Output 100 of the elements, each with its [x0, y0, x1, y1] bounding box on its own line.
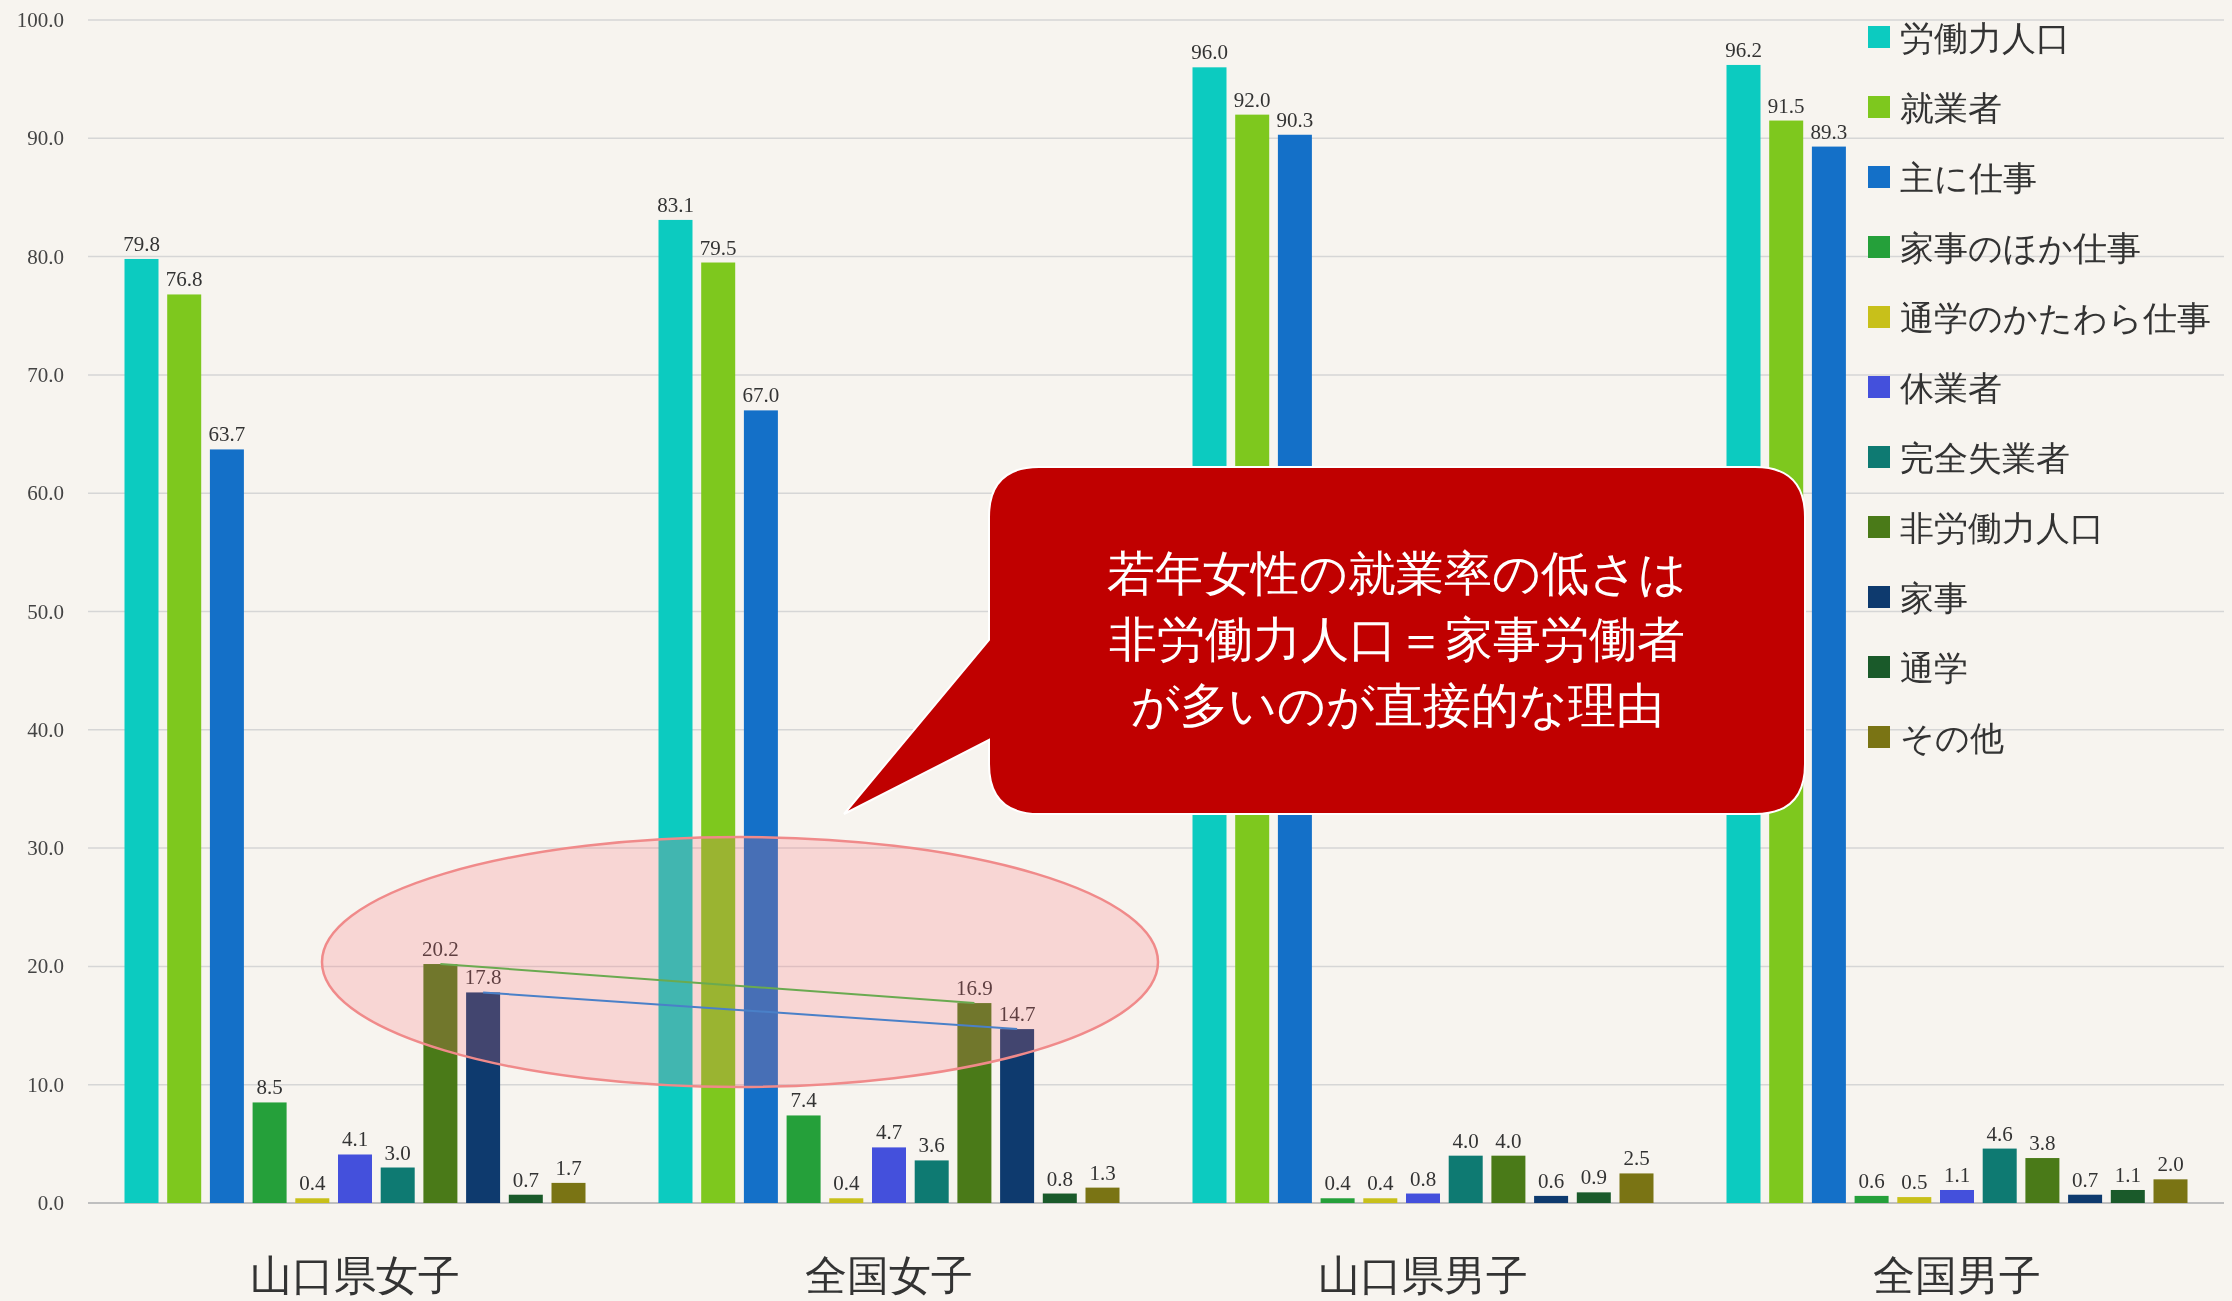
y-tick-label: 70.0 — [27, 362, 64, 387]
legend-label: 非労働力人口 — [1900, 508, 2104, 548]
bar — [1811, 146, 1846, 1203]
bar — [423, 964, 458, 1203]
legend-label: その他 — [1900, 718, 2004, 758]
data-label: 14.7 — [998, 1002, 1036, 1027]
bar — [295, 1198, 330, 1203]
bar — [209, 449, 244, 1203]
bar — [2068, 1194, 2103, 1203]
data-label: 0.4 — [833, 1171, 860, 1196]
data-label: 76.8 — [165, 267, 203, 292]
bar — [508, 1194, 543, 1203]
data-label: 20.2 — [422, 937, 459, 962]
data-label: 91.5 — [1767, 93, 1805, 118]
bar — [914, 1160, 949, 1203]
data-label: 0.7 — [2071, 1167, 2099, 1192]
data-label: 92.0 — [1233, 87, 1271, 112]
y-tick-label: 90.0 — [27, 126, 64, 151]
legend-label: 通学 — [1900, 648, 1968, 688]
bar — [1363, 1198, 1398, 1203]
legend-label: 労働力人口 — [1900, 18, 2070, 58]
bar — [2025, 1158, 2060, 1203]
data-label: 1.1 — [2114, 1162, 2141, 1187]
data-label: 1.1 — [1943, 1162, 1971, 1187]
legend-label: 休業者 — [1900, 368, 2002, 408]
bar — [786, 1115, 821, 1203]
bar — [466, 992, 501, 1203]
data-label: 16.9 — [956, 976, 993, 1001]
y-tick-label: 100.0 — [16, 8, 64, 32]
data-label: 4.6 — [1986, 1121, 2013, 1146]
data-label: 4.0 — [1452, 1128, 1479, 1153]
bar — [2110, 1189, 2145, 1203]
annotation: 非労働力人口＝家事労働者 — [1109, 611, 1685, 667]
legend-label: 完全失業者 — [1900, 438, 2070, 478]
bar — [1897, 1197, 1932, 1203]
data-label: 0.4 — [299, 1171, 326, 1196]
y-tick-label: 20.0 — [27, 954, 64, 979]
bar — [1982, 1148, 2017, 1203]
bar — [701, 262, 736, 1203]
data-label: 17.8 — [464, 965, 502, 990]
bar — [1320, 1198, 1355, 1203]
legend-label: 主に仕事 — [1900, 158, 2037, 198]
annotation: が多いのが直接的な理由 — [1130, 677, 1664, 733]
y-tick-label: 30.0 — [27, 836, 64, 861]
legend-label: 通学のかたわら仕事 — [1900, 298, 2211, 338]
bar — [1406, 1193, 1440, 1203]
data-label: 7.4 — [790, 1088, 818, 1113]
bar — [380, 1167, 415, 1203]
bar — [957, 1003, 992, 1203]
legend-label: 就業者 — [1900, 88, 2002, 128]
y-tick-label: 40.0 — [27, 717, 64, 742]
bar — [872, 1147, 906, 1203]
bar — [2153, 1179, 2188, 1203]
legend-label: 家事のほか仕事 — [1900, 228, 2141, 268]
data-label: 3.6 — [918, 1133, 945, 1158]
data-label: 0.4 — [1324, 1171, 1352, 1196]
data-label: 79.5 — [699, 235, 737, 260]
bar — [1000, 1029, 1035, 1203]
bar — [658, 219, 693, 1203]
data-label: 0.9 — [1580, 1165, 1607, 1190]
bar — [124, 258, 159, 1203]
bar — [252, 1102, 287, 1203]
bar — [551, 1182, 586, 1203]
data-label: 0.6 — [1858, 1168, 1885, 1193]
data-label: 0.8 — [1409, 1166, 1437, 1191]
bar — [338, 1154, 372, 1203]
bar — [1534, 1195, 1569, 1203]
data-label: 79.8 — [123, 231, 160, 256]
y-tick-label: 60.0 — [27, 481, 64, 506]
bar — [1448, 1155, 1483, 1203]
legend-label: 家事 — [1900, 578, 1968, 618]
bar — [1085, 1187, 1120, 1203]
data-label: 8.5 — [256, 1075, 283, 1100]
x-tick-label: 全国女子 — [805, 1251, 973, 1300]
data-label: 1.3 — [1089, 1160, 1116, 1185]
bar — [1619, 1173, 1654, 1204]
data-label: 4.1 — [341, 1127, 369, 1152]
y-tick-label: 80.0 — [27, 244, 64, 269]
data-label: 63.7 — [208, 422, 246, 447]
bar — [743, 410, 778, 1203]
y-tick-label: 10.0 — [27, 1072, 64, 1097]
data-label: 83.1 — [657, 192, 694, 217]
bar — [1854, 1195, 1889, 1203]
x-tick-label: 全国男子 — [1873, 1251, 2041, 1300]
data-label: 3.0 — [384, 1140, 411, 1165]
data-label: 4.7 — [875, 1120, 903, 1145]
data-label: 1.7 — [555, 1155, 582, 1180]
data-label: 2.0 — [2157, 1152, 2184, 1177]
data-label: 0.8 — [1046, 1166, 1073, 1191]
bar — [829, 1198, 864, 1203]
data-label: 0.6 — [1537, 1168, 1565, 1193]
callout: 若年女性の就業率の低さは 非労働力人口＝家事労働者 が多いのが直接的な理由 — [843, 466, 1806, 815]
data-label: 0.5 — [1901, 1170, 1928, 1195]
x-tick-label: 山口県女子 — [250, 1251, 460, 1300]
y-tick-label: 50.0 — [27, 599, 64, 624]
bar — [167, 294, 202, 1203]
bar — [1940, 1189, 1974, 1203]
data-label: 90.3 — [1276, 107, 1314, 132]
y-tick-label: 0.0 — [37, 1191, 64, 1215]
bar — [1042, 1193, 1077, 1203]
